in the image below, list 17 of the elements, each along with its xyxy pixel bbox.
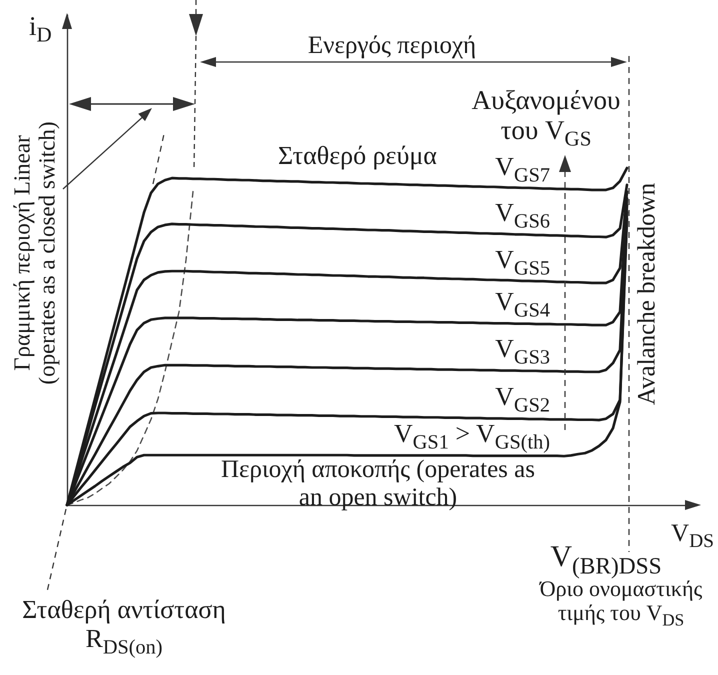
series-label: V$_{GS3}$ xyxy=(495,334,550,369)
series-label: V$_{GS1}$ > V$_{GS(th)}$ xyxy=(394,419,550,454)
series-label: V$_{GS5}$ xyxy=(495,244,550,280)
text: Γραμμική περιοχή Linear (operates as a closed switch) xyxy=(10,120,60,387)
series-label: V$_{GS7}$ xyxy=(495,152,550,186)
y-axis-title: i$_{D}$ xyxy=(29,11,52,47)
annotation: Avalanche breakdown xyxy=(633,182,661,406)
annotation: Περιοχή αποκοπής (operates as an open switch) xyxy=(220,456,536,511)
text: Σταθερή αντίσταση R$_{DS(on)}$ xyxy=(21,595,227,658)
series-label: V$_{GS6}$ xyxy=(495,198,550,234)
text: V$_{(BR)DSS}$ xyxy=(550,540,662,580)
series-label: V$_{GS4}$ xyxy=(495,287,550,322)
text: Ενεργός περιοχή xyxy=(308,32,476,60)
annotation: Σταθερό ρεύμα xyxy=(278,141,437,171)
x-axis-title: V$_{DS}$ xyxy=(671,520,714,552)
text: Αυξανομένου του V$_{GS}$ xyxy=(470,85,622,150)
series-label: V$_{GS2}$ xyxy=(495,382,550,418)
